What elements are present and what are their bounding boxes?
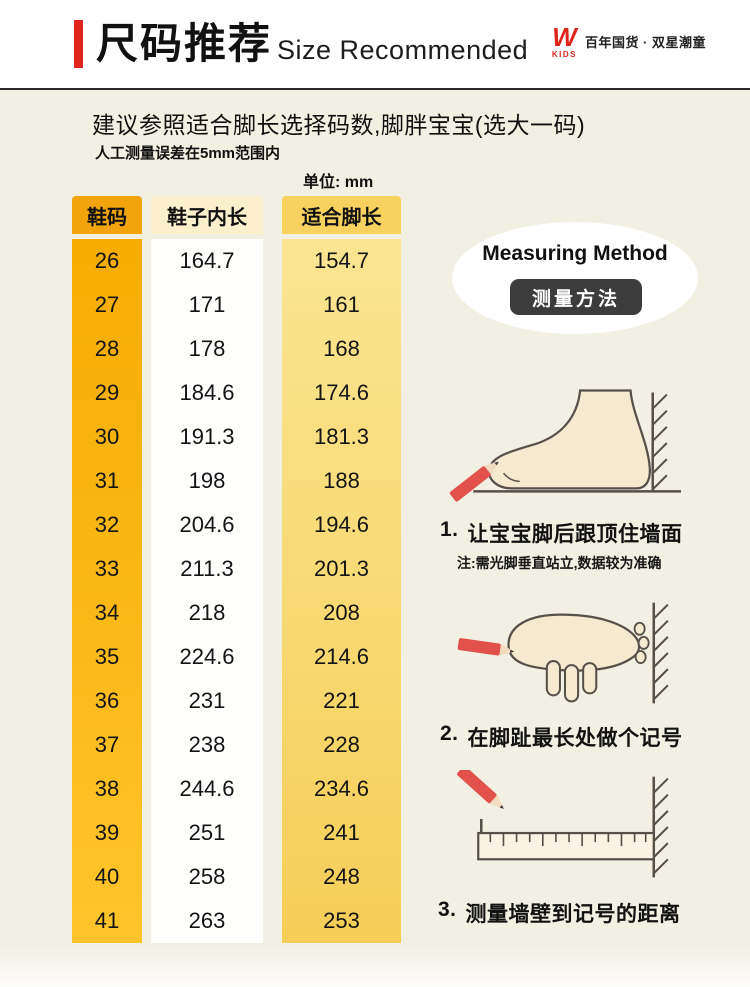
column-shoe-size: 鞋码 26 27 28 29 30 31 32 33 34 35 36 37 38 39 40 41: [72, 196, 142, 943]
size-table-cell: 211.3: [180, 556, 234, 581]
size-table-cell: 208: [323, 600, 360, 625]
foot-against-wall-icon: [449, 389, 681, 502]
column-header-shoe-size: 鞋码: [72, 196, 142, 234]
step3-text: 测量墙壁到记号的距离: [465, 903, 681, 926]
measure-step1: 1. 让宝宝脚后跟顶住墙面: [440, 518, 683, 548]
size-table-cell: 28: [94, 336, 120, 361]
size-table-cell: 37: [94, 732, 120, 757]
size-table-cell: 26: [94, 248, 120, 273]
size-table-cell: 244.6: [179, 776, 235, 801]
size-table-cell: 29: [94, 380, 120, 405]
size-table-cell: 30: [94, 424, 120, 449]
tolerance-text: 人工测量误差在5mm范围内: [95, 145, 281, 162]
brand-letter: W: [552, 22, 577, 52]
size-table-cell: 248: [323, 864, 360, 889]
size-table-cell: 34: [94, 600, 120, 625]
size-table-cell: 33: [94, 556, 120, 581]
measure-step2-illustration: [450, 596, 682, 710]
size-table-cell: 178: [188, 336, 226, 361]
size-table: 鞋码 26 27 28 29 30 31 32 33 34 35 36 37 38 39 40 41 鞋子内长…: [72, 196, 401, 943]
measuring-method-title-en: Measuring Method: [482, 242, 668, 265]
column-body-shoe-size: 26 27 28 29 30 31 32 33 34 35 36 37 38 39 40 41: [72, 239, 142, 943]
size-table-cell: 258: [188, 864, 226, 889]
column-body-foot-length: 154.7 161 168 174.6 181.3 188 194.6 201.3 208 214…: [282, 239, 401, 943]
size-table-cell: 35: [94, 644, 120, 669]
measuring-method-ellipse: [452, 222, 698, 334]
page-title: 尺码推荐 Size Recommended: [74, 20, 528, 68]
step3-number: 3.: [438, 898, 457, 921]
size-table-cell: 194.6: [313, 512, 370, 537]
column-inner-length: 鞋子内长 164.7 171 178 184.6 191.3 198 204.6 211.3 2…: [151, 196, 263, 943]
size-table-cell: 164.7: [179, 248, 235, 273]
size-table-cell: 40: [94, 864, 120, 889]
step2-number: 2.: [440, 722, 459, 745]
size-table-cell: 228: [323, 732, 360, 757]
step2-text: 在脚趾最长处做个记号: [467, 727, 683, 750]
size-table-cell: 174.6: [313, 380, 370, 405]
size-table-cell: 214.6: [313, 644, 370, 669]
size-table-cell: 171: [188, 292, 226, 317]
size-table-cell: 41: [94, 908, 120, 933]
size-table-cell: 188: [323, 468, 360, 493]
size-table-cell: 161: [323, 292, 360, 317]
measuring-method-title-cn: 测量方法: [510, 279, 642, 315]
step1-number: 1.: [440, 518, 459, 541]
size-table-cell: 191.3: [179, 424, 235, 449]
size-table-cell: 253: [323, 908, 360, 933]
size-table-cell: 218: [188, 600, 226, 625]
mark-toe-icon: [457, 602, 669, 704]
size-table-cell: 238: [188, 732, 226, 757]
size-table-cell: 27: [94, 292, 120, 317]
measure-step1-note: 注:需光脚垂直站立,数据较为准确: [457, 555, 662, 571]
column-header-inner-length: 鞋子内长: [151, 196, 263, 234]
size-table-cell: 234.6: [313, 776, 370, 801]
size-table-cell: 184.6: [179, 380, 235, 405]
column-foot-length: 适合脚长 154.7 161 168 174.6 181.3 188 194.6 201.3 2…: [282, 196, 401, 943]
size-table-cell: 39: [94, 820, 120, 845]
size-table-cell: 263: [188, 908, 226, 933]
size-table-cell: 231: [188, 688, 226, 713]
header-divider: [0, 88, 750, 90]
brand-mark-icon: W KIDS: [552, 24, 577, 59]
brand-sub-label: KIDS: [551, 50, 577, 59]
step1-text: 让宝宝脚后跟顶住墙面: [467, 523, 683, 546]
measure-step3-illustration: [450, 770, 682, 884]
brand-logo: W KIDS 百年国货 · 双星潮童: [552, 24, 706, 59]
size-table-cell: 181.3: [313, 424, 370, 449]
page-title-en: Size Recommended: [277, 35, 529, 65]
size-table-cell: 204.6: [179, 512, 235, 537]
size-table-cell: 31: [94, 468, 120, 493]
size-table-cell: 221: [323, 688, 360, 713]
advice-text: 建议参照适合脚长选择码数,脚胖宝宝(选大一码): [92, 112, 586, 138]
size-table-cell: 168: [323, 336, 360, 361]
size-table-cell: 241: [323, 820, 360, 845]
brand-tagline: 百年国货 · 双星潮童: [584, 35, 706, 50]
title-accent-bar: [74, 20, 83, 68]
measure-step2: 2. 在脚趾最长处做个记号: [440, 722, 683, 752]
size-table-cell: 36: [94, 688, 120, 713]
size-table-cell: 224.6: [179, 644, 235, 669]
size-table-cell: 32: [94, 512, 120, 537]
size-table-cell: 201.3: [313, 556, 370, 581]
ruler-icon: [457, 770, 669, 878]
column-body-inner-length: 164.7 171 178 184.6 191.3 198 204.6 211.3 218 224…: [151, 239, 263, 943]
column-header-foot-length: 适合脚长: [282, 196, 401, 234]
size-table-cell: 154.7: [313, 248, 370, 273]
header: 尺码推荐 Size Recommended W KIDS 百年国货 · 双星潮童: [0, 0, 750, 89]
measure-step1-illustration: [443, 386, 685, 506]
size-table-cell: 38: [94, 776, 120, 801]
measure-step3: 3. 测量墙壁到记号的距离: [438, 898, 681, 928]
page-title-cn: 尺码推荐: [96, 19, 273, 67]
unit-label: 单位: mm: [303, 174, 374, 191]
size-table-cell: 198: [188, 468, 226, 493]
bottom-fade: [0, 943, 750, 987]
size-table-cell: 251: [188, 820, 226, 845]
